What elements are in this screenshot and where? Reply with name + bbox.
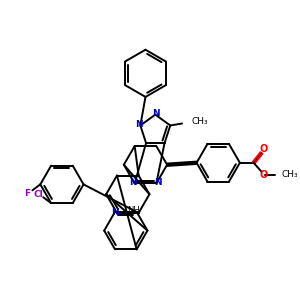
Text: N: N: [152, 109, 160, 118]
Text: Cl: Cl: [34, 190, 43, 199]
Text: O: O: [259, 144, 268, 154]
Text: N: N: [111, 208, 119, 217]
Text: O: O: [259, 169, 268, 180]
Text: F: F: [25, 189, 31, 198]
Text: CH₃: CH₃: [281, 170, 298, 179]
Text: CH₃: CH₃: [192, 117, 208, 126]
Text: N: N: [154, 178, 162, 187]
Text: N: N: [136, 120, 143, 129]
Text: N: N: [129, 178, 136, 187]
Text: NH: NH: [127, 206, 140, 214]
